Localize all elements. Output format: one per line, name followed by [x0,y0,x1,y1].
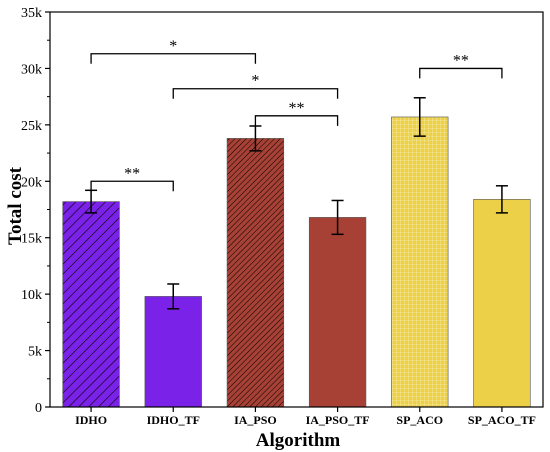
x-axis-title: Algorithm [256,430,341,451]
axes-layer: 0 5k 10k 15k 20k 25k 30k 35k IDHO IDHO_TF IA_PSO IA… [21,6,544,427]
plot-frame [49,11,544,408]
y-tick-label: 10k [21,288,42,303]
bar-ia-pso-tf [309,217,366,407]
x-tick-label: IA_PSO [234,413,277,427]
significance-layer: ******** [90,38,503,192]
x-tick-label: IA_PSO_TF [306,413,370,427]
y-tick-label: 35k [21,6,42,21]
bar-sp-aco-tf [473,199,531,407]
y-tick-label: 25k [21,119,42,134]
significance-bracket-5 [419,67,503,79]
significance-label-4: ** [289,100,305,117]
x-tick-label: SP_ACO [396,413,443,427]
bars-layer [62,116,531,408]
significance-label-2: * [169,38,177,55]
bar-idho-tf [144,296,202,407]
y-axis-title: Total cost [5,166,26,245]
y-tick-label: 20k [21,175,42,190]
bar-pattern-ia-pso [227,138,284,407]
error-bars-layer [85,97,508,310]
significance-label-5: ** [453,52,469,69]
significance-bracket-1 [90,180,174,192]
y-tick-label: 15k [21,232,42,247]
y-tick-label: 0 [35,401,42,416]
significance-bracket-3 [172,88,339,99]
y-tick-label: 30k [21,62,42,77]
significance-label-1: ** [124,165,140,182]
x-tick-label: IDHO [75,413,107,427]
y-tick-label: 5k [28,345,42,360]
x-tick-label: IDHO_TF [147,413,200,427]
significance-bracket-2 [90,53,257,64]
bar-pattern-sp-aco [391,116,449,407]
bar-pattern-idho [62,201,120,407]
significance-label-3: * [251,73,259,90]
significance-bracket-4 [254,115,339,126]
x-tick-label: SP_ACO_TF [468,413,536,427]
